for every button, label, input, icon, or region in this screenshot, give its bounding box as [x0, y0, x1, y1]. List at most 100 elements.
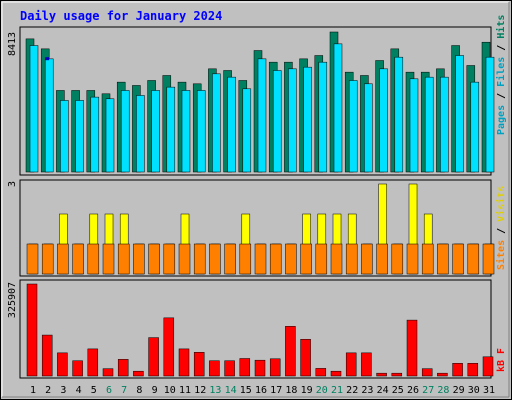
day-label: 3 — [60, 385, 66, 396]
kbf-bar-day-4 — [72, 360, 83, 377]
files-bar-day-13 — [212, 73, 221, 173]
sites-bar-day-23 — [361, 243, 373, 275]
kbf-bar-day-6 — [102, 368, 114, 377]
kbf-bar-day-21 — [330, 370, 342, 377]
chart-title: Daily usage for January 2024 — [20, 9, 222, 23]
day-label: 29 — [453, 385, 465, 396]
files-bar-day-22 — [348, 80, 358, 173]
sites-bar-day-26 — [406, 243, 419, 275]
files-bar-day-6 — [105, 98, 115, 173]
kbf-bar-day-19 — [300, 339, 311, 377]
middle-panel-max-label: 3 — [7, 181, 18, 187]
day-label: 31 — [483, 385, 495, 396]
top-panel-max-label: 8413 — [7, 32, 18, 56]
day-label: 19 — [301, 385, 313, 396]
day-label: 1 — [30, 385, 36, 396]
sites-bar-day-4 — [72, 243, 84, 275]
sites-bar-day-14 — [224, 243, 236, 275]
day-labels: 1 2 3 4 5 6 7 8 9 10 11 12 13 14 15 16 17 18 19 20 21 22 23 24 2… — [30, 385, 495, 396]
files-bar-day-9 — [151, 90, 160, 173]
kbf-bar-day-25 — [391, 372, 403, 377]
bottom-panel-legend: kB F — [496, 348, 507, 372]
kbf-bar-day-29 — [452, 363, 463, 377]
sites-bar-day-8 — [133, 243, 145, 275]
day-label: 27 — [422, 385, 434, 396]
kbf-bar-day-7 — [117, 359, 129, 377]
kbf-bar-day-3 — [57, 352, 68, 377]
sites-bar-day-15 — [239, 243, 252, 275]
files-bar-day-2 — [44, 58, 54, 173]
day-label: 15 — [240, 385, 252, 396]
sites-bar-day-27 — [421, 243, 434, 275]
files-bar-day-26 — [409, 78, 419, 173]
day-label: 24 — [377, 385, 389, 396]
files-bar-day-14 — [227, 76, 236, 173]
day-label: 23 — [361, 385, 373, 396]
day-label: 5 — [91, 385, 97, 396]
day-label: 22 — [346, 385, 358, 396]
day-label: 8 — [136, 385, 142, 396]
files-bar-day-24 — [379, 68, 388, 173]
files-bar-day-27 — [424, 76, 434, 173]
files-bar-day-10 — [166, 86, 176, 173]
files-bar-day-12 — [196, 90, 206, 173]
kbf-bar-day-26 — [406, 319, 418, 377]
sites-bar-day-16 — [254, 243, 267, 275]
sites-bar-day-2 — [41, 243, 54, 275]
kbf-bar-day-20 — [315, 368, 327, 377]
middle-panel-legend: Sites / Visits — [495, 186, 507, 270]
kbf-bar-day-15 — [239, 358, 251, 377]
kbf-bar-day-5 — [87, 348, 99, 377]
kbf-bar-day-13 — [209, 360, 220, 377]
kbf-bar-day-16 — [254, 359, 266, 377]
files-bar-day-30 — [470, 81, 480, 173]
sites-bar-day-11 — [178, 243, 191, 275]
day-label: 17 — [270, 385, 282, 396]
kbf-bar-day-22 — [345, 352, 357, 377]
legend-kbf: kB F — [496, 348, 507, 372]
files-bar-day-7 — [120, 90, 130, 173]
sites-bar-day-30 — [467, 243, 480, 275]
files-bar-day-15 — [242, 88, 252, 173]
kbf-bar-day-17 — [269, 358, 281, 377]
sites-bar-day-6 — [102, 243, 115, 275]
sites-bar-day-10 — [163, 243, 176, 275]
files-bar-day-25 — [394, 56, 404, 173]
day-label: 20 — [316, 385, 328, 396]
day-label: 18 — [285, 385, 297, 396]
top-panel-bars — [25, 31, 495, 173]
sites-bar-day-5 — [87, 243, 100, 275]
files-bar-day-21 — [333, 43, 343, 173]
legend-hits: Hits — [495, 15, 507, 39]
pages-bar-day-2 — [45, 57, 50, 61]
day-label: 21 — [331, 385, 343, 396]
files-bar-day-28 — [440, 76, 449, 173]
sites-bar-day-28 — [437, 243, 449, 275]
sites-bar-day-12 — [193, 243, 206, 275]
sites-bar-day-19 — [300, 243, 312, 275]
day-label: 6 — [106, 385, 112, 396]
day-label: 14 — [225, 385, 237, 396]
day-label: 4 — [76, 385, 82, 396]
sites-bar-day-1 — [26, 243, 39, 275]
sites-bar-day-17 — [269, 243, 282, 275]
legend-sites: Sites — [495, 240, 507, 270]
files-bar-day-4 — [75, 100, 84, 173]
sites-bar-day-22 — [345, 243, 358, 275]
sites-bar-day-21 — [330, 243, 343, 275]
legend-files: Files — [495, 57, 507, 87]
sites-bar-day-9 — [148, 243, 160, 275]
day-label: 16 — [255, 385, 267, 396]
legend-pages: Pages — [496, 105, 507, 135]
kbf-bar-day-30 — [467, 363, 479, 377]
day-label: 7 — [121, 385, 127, 396]
kbf-bar-day-9 — [148, 337, 159, 377]
kbf-bar-day-28 — [437, 372, 448, 377]
top-panel-legend: Pages / Files / Hits — [495, 15, 507, 135]
legend-sep-1: / — [496, 87, 507, 105]
kbf-bar-day-10 — [163, 317, 175, 377]
kbf-bar-day-1 — [26, 283, 38, 377]
files-bar-day-5 — [90, 96, 100, 173]
